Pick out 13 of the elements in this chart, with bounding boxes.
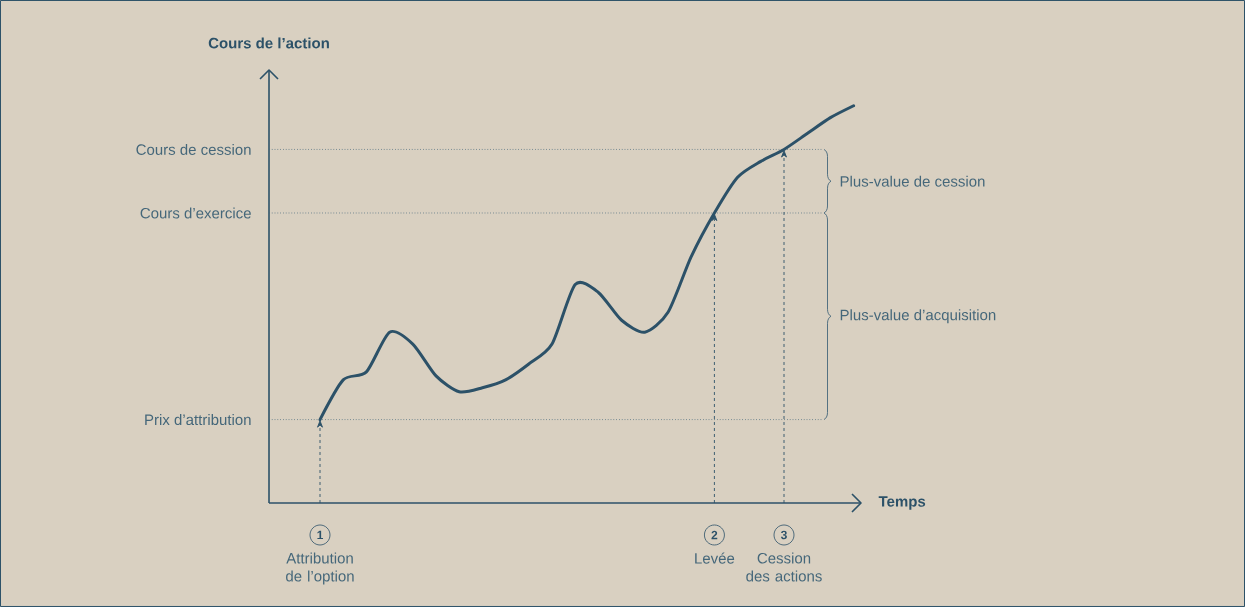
ref-line-label: Cours d’exercice [140,207,251,219]
text: 1 [317,530,324,540]
ref-line-label: Cours de cession [136,143,251,155]
annotation: Plus-value d’acquisition [840,309,996,324]
x-axis-title: Temps [878,496,926,510]
text: 2 [711,530,718,540]
text: Levée [695,552,735,564]
text: Attribution de l’option [286,552,354,585]
text: Cession des actions [746,552,822,582]
y-axis-title: Cours de l’action [208,37,329,49]
ref-line-label: Prix d’attribution [145,414,251,426]
text: 3 [780,530,787,540]
annotation: Plus-value de cession [840,175,985,187]
